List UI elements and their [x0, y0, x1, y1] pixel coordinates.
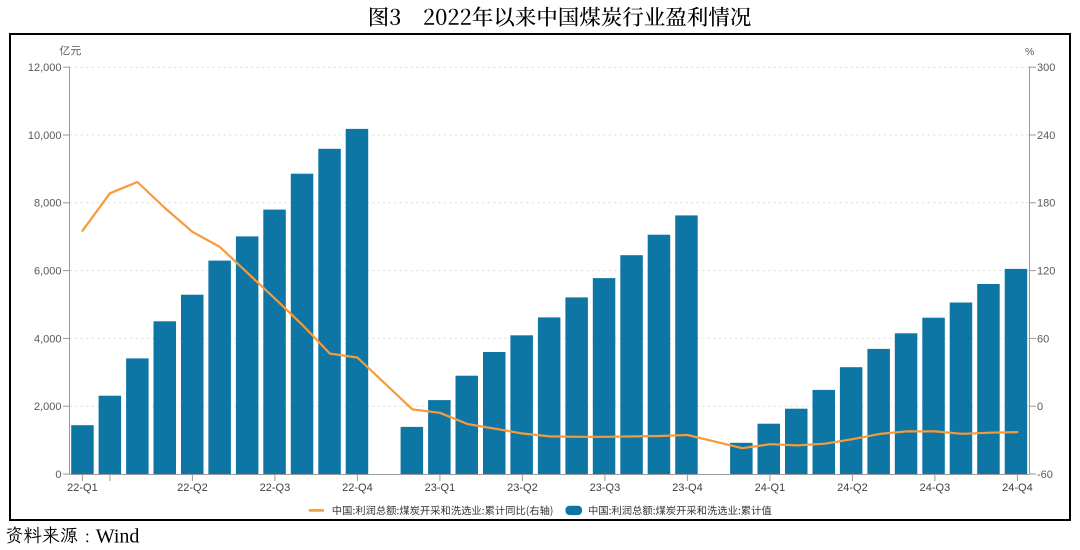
- svg-text:8,000: 8,000: [34, 198, 62, 210]
- svg-text:22-Q1: 22-Q1: [67, 482, 98, 494]
- svg-text:180: 180: [1037, 198, 1055, 210]
- svg-text:240: 240: [1037, 130, 1055, 142]
- svg-text:%: %: [1025, 46, 1034, 58]
- svg-text:4,000: 4,000: [34, 333, 62, 345]
- svg-text:0: 0: [55, 469, 61, 481]
- svg-text:24-Q3: 24-Q3: [920, 482, 951, 494]
- svg-text:24-Q2: 24-Q2: [837, 482, 868, 494]
- svg-text:22-Q2: 22-Q2: [177, 482, 208, 494]
- svg-text:24-Q1: 24-Q1: [755, 482, 786, 494]
- svg-text:23-Q1: 23-Q1: [425, 482, 456, 494]
- svg-text:6,000: 6,000: [34, 266, 62, 278]
- svg-text:23-Q4: 23-Q4: [672, 482, 703, 494]
- svg-text:0: 0: [1037, 401, 1043, 413]
- svg-text:22-Q4: 22-Q4: [342, 482, 373, 494]
- svg-text:120: 120: [1037, 266, 1055, 278]
- svg-text:23-Q2: 23-Q2: [507, 482, 538, 494]
- svg-text:24-Q4: 24-Q4: [1002, 482, 1033, 494]
- svg-text:23-Q3: 23-Q3: [590, 482, 621, 494]
- svg-text:12,000: 12,000: [28, 62, 62, 74]
- svg-text:2,000: 2,000: [34, 401, 62, 413]
- svg-text:Wind: Wind: [96, 525, 140, 547]
- svg-text:22-Q3: 22-Q3: [260, 482, 291, 494]
- svg-text:10,000: 10,000: [28, 130, 62, 142]
- svg-text:-60: -60: [1037, 469, 1053, 481]
- svg-text:300: 300: [1037, 62, 1055, 74]
- svg-text:60: 60: [1037, 333, 1049, 345]
